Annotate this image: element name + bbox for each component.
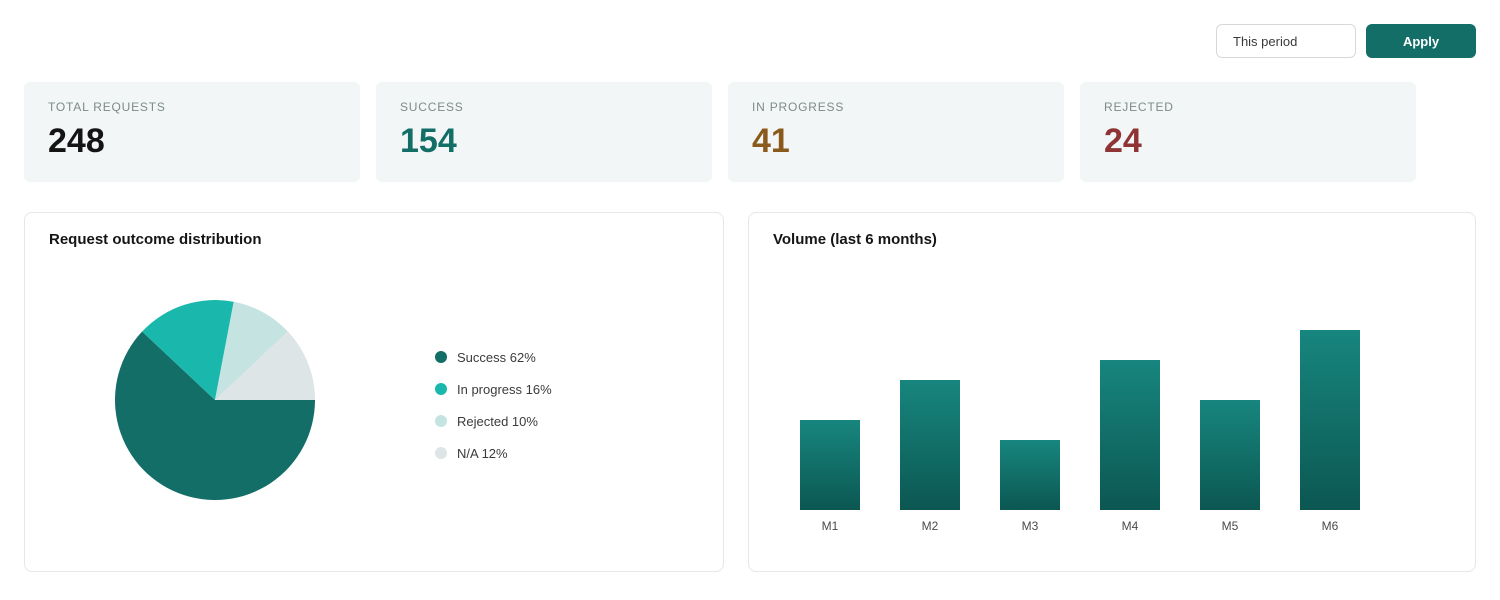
- legend-item-success: Success 62%: [435, 341, 552, 373]
- bar-m1: [800, 420, 860, 510]
- bar-m5: [1200, 400, 1260, 510]
- x-tick-label: M2: [922, 519, 939, 533]
- volume-bar-chart: M1 M2 M3 M4 M5 M6: [800, 330, 1360, 533]
- pie-slice-in-progress: [142, 300, 234, 400]
- legend-label: In progress 16%: [457, 381, 552, 397]
- bar-m2: [900, 380, 960, 510]
- bar-m4: [1100, 360, 1160, 510]
- pie-slice-rejected: [215, 301, 288, 400]
- x-tick-label: M5: [1222, 519, 1239, 533]
- filter-bar: Apply: [1216, 24, 1476, 58]
- pie-legend: Success 62% In progress 16% Rejected 10%…: [435, 341, 552, 469]
- apply-button[interactable]: Apply: [1366, 24, 1476, 58]
- legend-label: Success 62%: [457, 349, 536, 365]
- stat-value: 154: [400, 122, 457, 160]
- period-input[interactable]: [1216, 24, 1356, 58]
- stat-card-success: SUCCESS 154: [376, 82, 712, 182]
- stat-label: SUCCESS: [400, 100, 464, 114]
- outcome-distribution-panel: Request outcome distribution Success 62%…: [24, 212, 724, 572]
- stat-card-rejected: REJECTED 24: [1080, 82, 1416, 182]
- legend-dot: [435, 447, 447, 459]
- stat-card-in-progress: IN PROGRESS 41: [728, 82, 1064, 182]
- stat-label: TOTAL REQUESTS: [48, 100, 166, 114]
- panel-title: Request outcome distribution: [49, 231, 262, 248]
- stats-row: TOTAL REQUESTS 248 SUCCESS 154 IN PROGRE…: [24, 82, 1416, 182]
- legend-label: N/A 12%: [457, 445, 508, 461]
- pie-slice-n-a: [215, 331, 315, 400]
- stat-value: 248: [48, 122, 105, 160]
- x-tick-label: M1: [822, 519, 839, 533]
- x-tick-label: M3: [1022, 519, 1039, 533]
- pie-slice-success: [115, 331, 316, 500]
- legend-dot: [435, 351, 447, 363]
- stat-label: IN PROGRESS: [752, 100, 845, 114]
- bar-m3: [1000, 440, 1060, 510]
- stat-value: 41: [752, 122, 790, 160]
- stat-card-total-requests: TOTAL REQUESTS 248: [24, 82, 360, 182]
- panel-title: Volume (last 6 months): [773, 231, 937, 248]
- legend-item-na: N/A 12%: [435, 437, 552, 469]
- volume-panel: Volume (last 6 months) M1 M2 M3 M4 M5 M6: [748, 212, 1476, 572]
- x-tick-label: M6: [1322, 519, 1339, 533]
- legend-dot: [435, 415, 447, 427]
- legend-item-rejected: Rejected 10%: [435, 405, 552, 437]
- x-tick-label: M4: [1122, 519, 1139, 533]
- legend-item-in-progress: In progress 16%: [435, 373, 552, 405]
- pie-chart: [115, 300, 316, 500]
- stat-label: REJECTED: [1104, 100, 1174, 114]
- legend-label: Rejected 10%: [457, 413, 538, 429]
- legend-dot: [435, 383, 447, 395]
- stat-value: 24: [1104, 122, 1142, 160]
- bar-m6: [1300, 330, 1360, 510]
